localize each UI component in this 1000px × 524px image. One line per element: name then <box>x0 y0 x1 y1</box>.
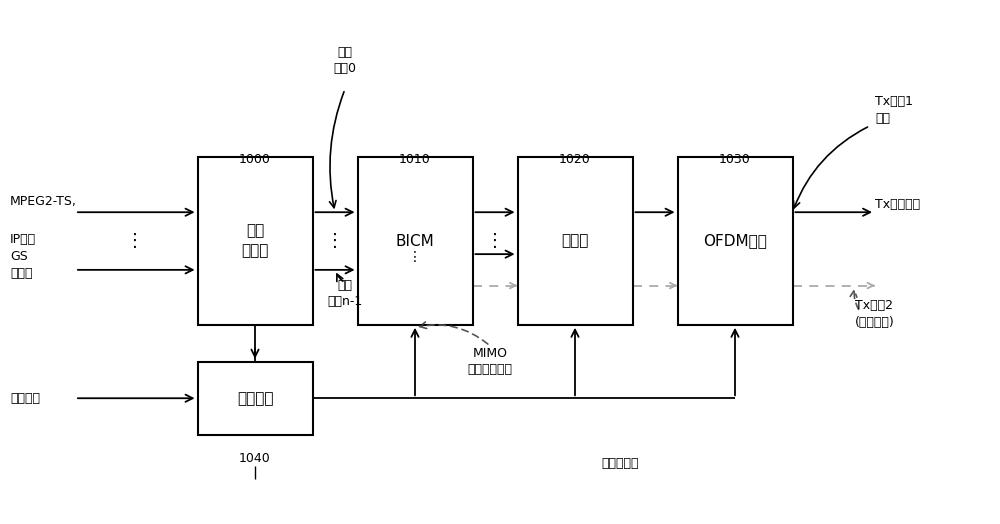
Text: 信令生成: 信令生成 <box>237 391 273 406</box>
Text: 输入
格式化: 输入 格式化 <box>241 224 269 258</box>
Text: IP或者
GS
流输入: IP或者 GS 流输入 <box>10 233 36 280</box>
Text: MPEG2-TS,: MPEG2-TS, <box>10 195 77 208</box>
Text: Tx天线2
(高级规范): Tx天线2 (高级规范) <box>855 299 895 330</box>
Text: Tx信号输出: Tx信号输出 <box>875 198 920 211</box>
Text: ⋮: ⋮ <box>486 232 504 250</box>
Text: 1040: 1040 <box>239 452 271 465</box>
Text: 帧构建: 帧构建 <box>561 234 589 248</box>
Text: 数据
管道n-1: 数据 管道n-1 <box>327 279 363 308</box>
Text: 1010: 1010 <box>399 154 431 166</box>
Text: 1020: 1020 <box>559 154 591 166</box>
Text: 管理信息: 管理信息 <box>10 392 40 405</box>
Bar <box>678 157 792 325</box>
Text: 物理层信令: 物理层信令 <box>601 457 639 470</box>
Text: BICM: BICM <box>396 234 434 248</box>
Text: 数据
管道0: 数据 管道0 <box>334 46 356 75</box>
Text: 1030: 1030 <box>719 154 751 166</box>
Text: MIMO
（高级规范）: MIMO （高级规范） <box>468 347 512 376</box>
Text: OFDM生成: OFDM生成 <box>703 234 767 248</box>
Bar <box>518 157 633 325</box>
Text: Tx天线1
信号: Tx天线1 信号 <box>875 95 913 125</box>
Text: ⋮: ⋮ <box>326 232 344 250</box>
Text: 1000: 1000 <box>239 154 271 166</box>
Text: ⋮: ⋮ <box>126 232 144 250</box>
Bar <box>198 362 312 435</box>
Bar <box>198 157 312 325</box>
Text: ⋮: ⋮ <box>408 250 422 264</box>
Bar <box>358 157 473 325</box>
